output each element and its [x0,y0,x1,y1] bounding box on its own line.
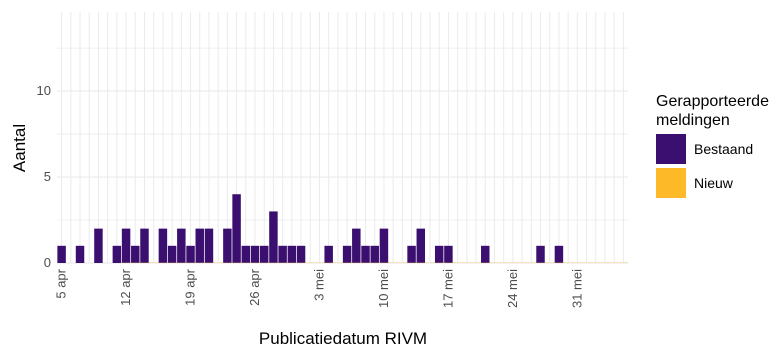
bar-bestaand-2020-05-06 [342,245,352,263]
bar-bestaand-2020-05-09 [370,245,379,263]
bar-bestaand-2020-05-21 [481,245,490,263]
bar-bestaand-2020-04-14 [140,228,149,263]
y-tick-label: 5 [44,169,51,184]
y-tick-label: 0 [44,255,51,270]
bar-bestaand-2020-04-17 [167,245,177,263]
bars [57,194,628,263]
x-axis-ticks: 5 apr 12 apr 19 apr 26 apr 3 mei 10 mei 17 mei… [54,268,585,308]
bar-bestaand-2020-04-24 [232,194,241,263]
bar-bestaand-2020-04-19 [186,245,195,263]
legend-label-nieuw: Nieuw [694,175,733,191]
x-axis-title: Publicatiedatum RIVM [259,329,427,348]
bar-bestaand-2020-04-20 [195,228,204,263]
legend: Gerapporteerde meldingen Bestaand Nieuw [656,92,784,198]
x-tick-label: 26 apr [247,268,262,306]
bar-bestaand-2020-04-29 [278,245,287,263]
bar-bestaand-2020-04-27 [259,245,269,263]
bar-bestaand-2020-05-01 [296,245,306,263]
legend-swatch-nieuw [656,168,686,198]
bar-bestaand-2020-04-28 [269,211,278,263]
bar-bestaand-2020-04-18 [177,228,186,263]
bar-bestaand-2020-05-17 [444,245,453,263]
y-axis-title: Aantal [10,124,29,172]
bar-bestaand-2020-04-26 [250,245,260,263]
bar-bestaand-2020-05-13 [407,245,416,263]
grid [57,12,628,264]
bar-bestaand-2020-04-13 [131,245,140,263]
y-tick-label: 10 [37,83,51,98]
bar-bestaand-2020-05-07 [352,228,361,263]
bar-bestaand-2020-05-16 [434,245,444,263]
y-axis-ticks: 0 5 10 [37,83,51,270]
bar-bestaand-2020-05-27 [536,245,545,263]
x-tick-label: 31 mei [569,269,584,308]
x-tick-label: 10 mei [376,269,391,308]
x-tick-label: 19 apr [183,268,198,306]
bar-bestaand-2020-04-11 [112,245,122,263]
x-tick-label: 5 apr [54,268,69,298]
legend-item-nieuw: Nieuw [656,168,784,198]
bar-bestaand-2020-05-08 [361,245,370,263]
bar-bestaand-2020-04-21 [204,228,214,263]
bar-bestaand-2020-05-14 [416,228,426,263]
bar-bestaand-2020-04-07 [75,245,85,263]
bar-bestaand-2020-04-12 [121,228,131,263]
x-tick-label: 3 mei [311,269,326,301]
bar-bestaand-2020-04-25 [241,245,251,263]
bar-bestaand-2020-05-04 [324,245,333,263]
bar-bestaand-2020-05-29 [554,245,564,263]
legend-title: Gerapporteerde meldingen [656,93,769,129]
legend-label-bestaand: Bestaand [694,141,754,157]
bar-bestaand-2020-05-10 [379,228,389,263]
x-tick-label: 24 mei [505,269,520,308]
bar-bestaand-2020-04-30 [287,245,297,263]
bar-bestaand-2020-04-23 [223,228,232,263]
bar-bestaand-2020-04-05 [57,245,66,263]
legend-item-bestaand: Bestaand [656,134,784,164]
legend-swatch-bestaand [656,134,686,164]
bar-bestaand-2020-04-09 [94,228,103,263]
x-tick-label: 12 apr [118,268,133,306]
bar-bestaand-2020-04-16 [158,228,168,263]
x-tick-label: 17 mei [440,269,455,308]
